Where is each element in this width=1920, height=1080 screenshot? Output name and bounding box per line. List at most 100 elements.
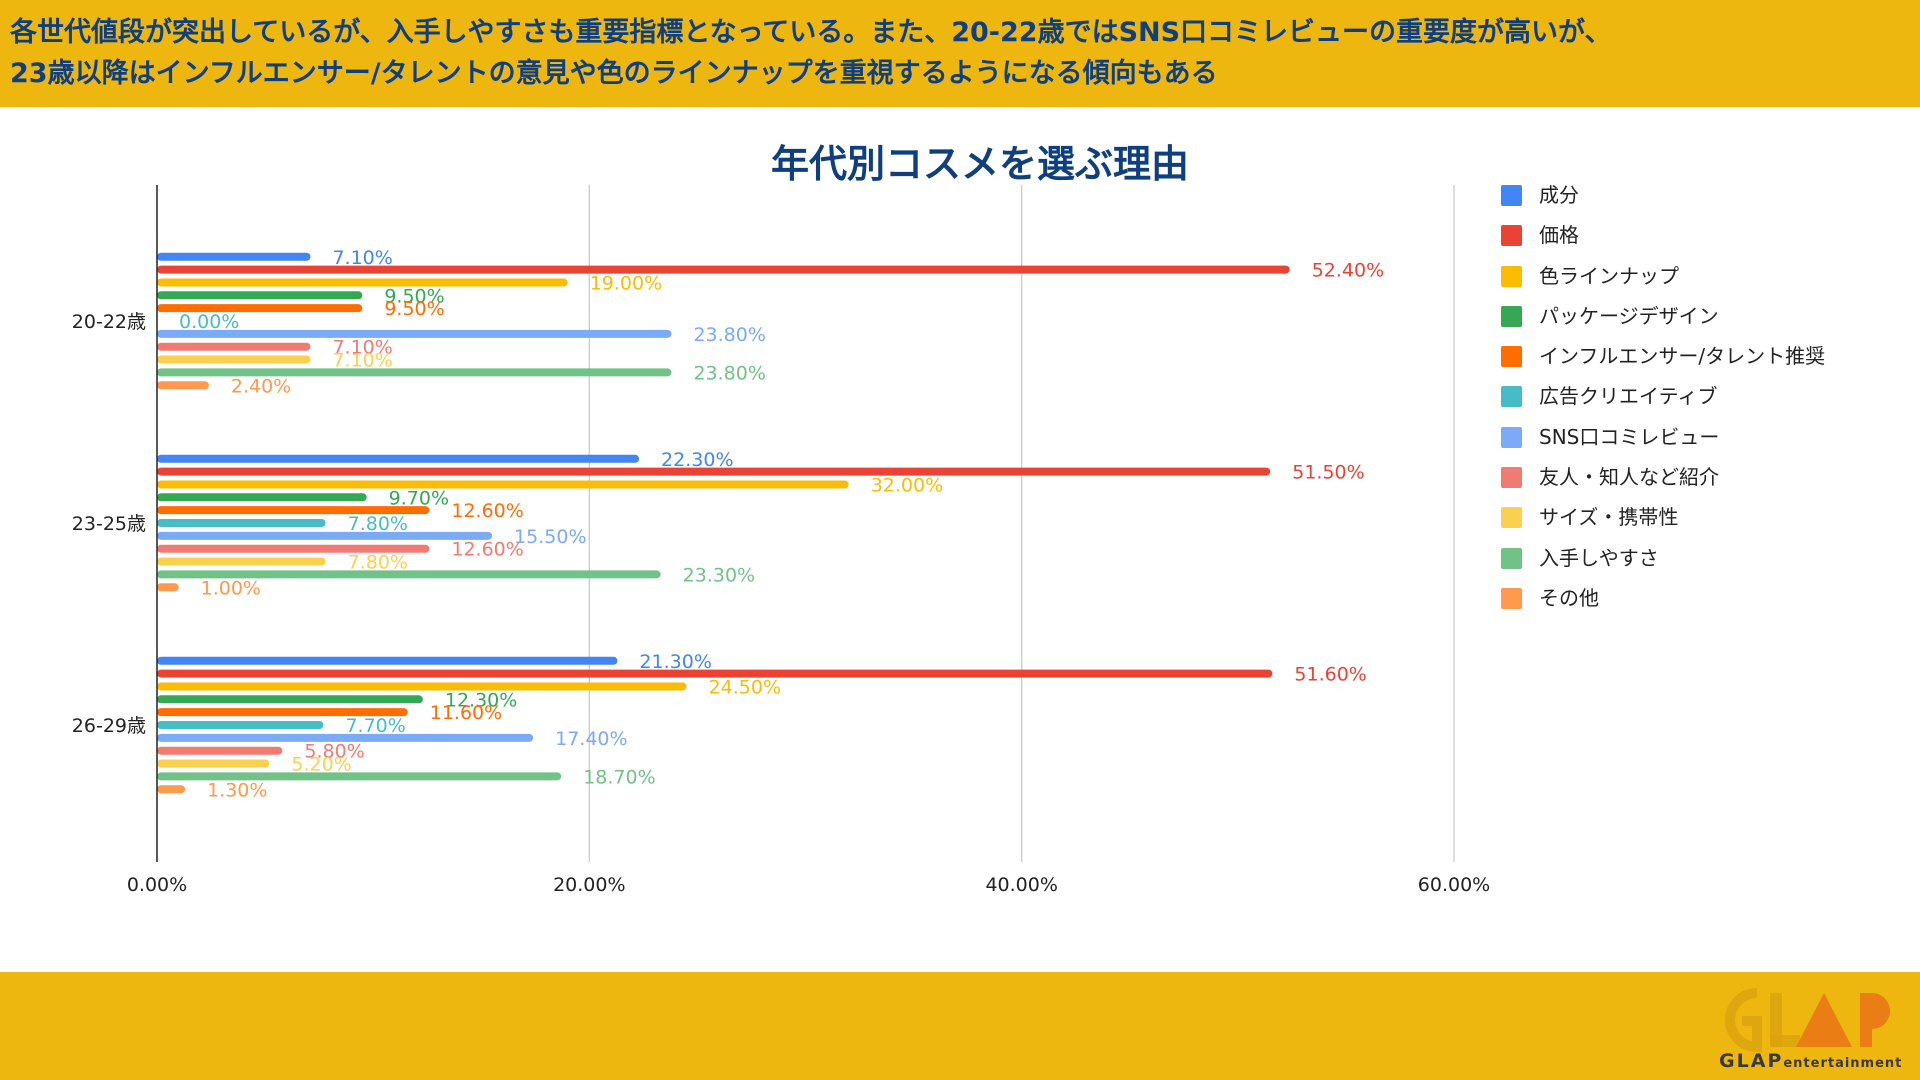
- data-label: 5.20%: [291, 754, 351, 776]
- bar: [157, 506, 430, 515]
- data-label: 18.70%: [583, 766, 655, 788]
- header-line-1: 各世代値段が突出しているが、入手しやすさも重要指標となっている。また、20-22…: [10, 17, 1612, 48]
- data-label: 7.80%: [348, 513, 408, 535]
- chart-title: 年代別コスメを選ぶ理由: [770, 142, 1189, 186]
- data-label: 1.30%: [207, 779, 267, 801]
- bar: [157, 355, 311, 364]
- data-label: 12.60%: [451, 539, 523, 561]
- bar: [157, 519, 326, 527]
- x-tick-label: 20.00%: [553, 874, 625, 896]
- bar: [157, 252, 311, 261]
- data-label: 17.40%: [555, 728, 627, 750]
- bar: [157, 381, 209, 390]
- legend-swatch: [1501, 507, 1522, 529]
- bar: [157, 695, 423, 704]
- legend-swatch: [1501, 426, 1522, 448]
- bar: [157, 291, 363, 300]
- legend-label: インフルエンサー/タレント推奨: [1539, 344, 1826, 369]
- legend-item: サイズ・携帯性: [1501, 501, 1825, 541]
- legend-label: 広告クリエイティブ: [1539, 384, 1718, 409]
- chart-legend: 成分価格色ラインナップパッケージデザインインフルエンサー/タレント推奨 広告クリエ…: [1501, 179, 1825, 622]
- data-label: 7.10%: [332, 350, 392, 372]
- bar: [157, 304, 363, 313]
- legend-item: SNS口コミレビュー: [1501, 421, 1825, 461]
- data-label: 23.30%: [683, 564, 755, 586]
- legend-label: SNS口コミレビュー: [1539, 424, 1720, 449]
- data-label: 12.60%: [451, 500, 523, 522]
- bar: [157, 329, 672, 338]
- bar: [157, 656, 618, 665]
- legend-item: 色ラインナップ: [1501, 260, 1825, 300]
- bar: [157, 454, 640, 463]
- footer-banner: [0, 972, 1920, 1080]
- category-label: 20-22歳: [72, 311, 146, 333]
- data-label: 7.10%: [332, 337, 392, 359]
- bar: [157, 733, 534, 742]
- bar: [157, 557, 326, 566]
- category-label: 23-25歳: [72, 513, 146, 535]
- bar: [157, 759, 270, 768]
- legend-label: 色ラインナップ: [1539, 263, 1679, 288]
- data-label: 9.70%: [389, 487, 449, 509]
- legend-swatch: [1501, 265, 1522, 287]
- bar: [157, 785, 186, 794]
- category-label: 26-29歳: [72, 715, 146, 737]
- data-label: 51.50%: [1292, 462, 1364, 484]
- legend-label: サイズ・携帯性: [1539, 505, 1679, 530]
- legend-swatch: [1501, 386, 1522, 408]
- bar: [157, 493, 367, 502]
- data-label: 11.60%: [430, 702, 502, 724]
- data-label: 12.30%: [445, 689, 517, 711]
- data-label: 7.70%: [345, 715, 405, 737]
- legend-swatch: [1501, 467, 1522, 489]
- bar: [157, 721, 324, 729]
- legend-label: 入手しやすさ: [1539, 545, 1659, 570]
- data-label: 51.60%: [1294, 664, 1366, 686]
- data-label: 15.50%: [514, 526, 586, 548]
- x-tick-label: 40.00%: [985, 874, 1057, 896]
- legend-label: 成分: [1539, 183, 1579, 207]
- data-label: 1.00%: [201, 577, 261, 599]
- header-banner: 各世代値段が突出しているが、入手しやすさも重要指標となっている。また、20-22…: [0, 0, 1920, 107]
- data-label: 32.00%: [871, 474, 943, 496]
- legend-item: 入手しやすさ: [1501, 542, 1825, 582]
- bar: [157, 583, 179, 592]
- data-label: 23.80%: [693, 324, 765, 346]
- legend-swatch: [1501, 547, 1522, 569]
- bar: [157, 342, 311, 351]
- data-label: 9.50%: [384, 298, 444, 320]
- bar: [157, 368, 672, 377]
- bar: [157, 772, 562, 781]
- data-label: 9.50%: [384, 285, 444, 307]
- legend-item: パッケージデザイン: [1501, 300, 1825, 340]
- glap-logo-icon: [1725, 988, 1890, 1053]
- bar: [157, 265, 1290, 274]
- data-label: 5.80%: [304, 741, 364, 763]
- legend-item: 価格: [1501, 219, 1825, 259]
- data-label: 7.80%: [348, 552, 408, 574]
- bar: [157, 669, 1273, 678]
- data-label: 19.00%: [590, 272, 662, 294]
- legend-swatch: [1501, 305, 1522, 327]
- legend-item: 広告クリエイティブ: [1501, 380, 1825, 420]
- data-label: 0.00%: [179, 311, 239, 333]
- data-label: 7.10%: [332, 247, 392, 269]
- data-label: 52.40%: [1312, 260, 1384, 282]
- data-label: 22.30%: [661, 449, 733, 471]
- bar: [157, 531, 493, 540]
- bar: [157, 278, 568, 287]
- legend-swatch: [1501, 225, 1522, 247]
- bar: [157, 746, 283, 755]
- bar: [157, 708, 408, 717]
- data-label: 24.50%: [709, 676, 781, 698]
- data-label: 21.30%: [639, 651, 711, 673]
- logo-sub: entertainment: [1783, 1056, 1903, 1071]
- bar: [157, 682, 687, 691]
- legend-item: インフルエンサー/タレント推奨: [1501, 340, 1825, 380]
- bar: [157, 480, 849, 489]
- bar: [157, 467, 1271, 476]
- header-line-2: 23歳以降はインフルエンサー/タレントの意見や色のラインナップを重視するようにな…: [10, 58, 1218, 89]
- legend-label: パッケージデザイン: [1539, 303, 1719, 328]
- legend-item: その他: [1501, 582, 1825, 622]
- data-label: 2.40%: [231, 375, 291, 397]
